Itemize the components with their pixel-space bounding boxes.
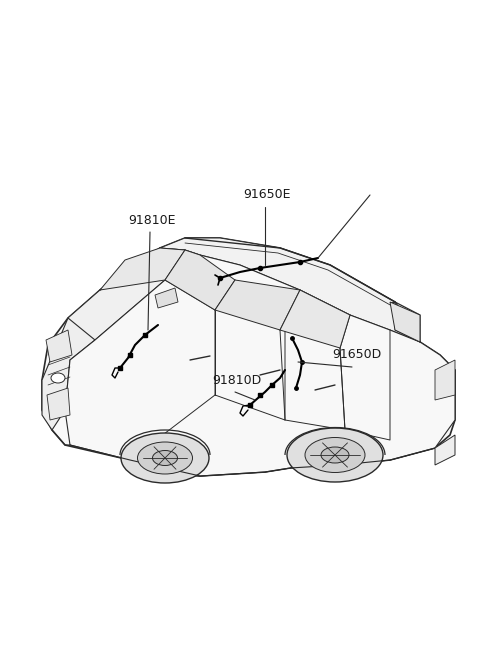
Polygon shape — [435, 360, 455, 400]
Polygon shape — [46, 330, 72, 362]
Polygon shape — [215, 280, 300, 330]
Ellipse shape — [137, 442, 192, 474]
Polygon shape — [165, 250, 235, 310]
Polygon shape — [47, 388, 70, 420]
Ellipse shape — [121, 433, 209, 483]
Text: 91650D: 91650D — [332, 348, 381, 362]
Polygon shape — [160, 238, 420, 342]
Ellipse shape — [321, 447, 349, 463]
Ellipse shape — [153, 451, 178, 466]
Ellipse shape — [51, 373, 65, 383]
Polygon shape — [42, 318, 95, 430]
Polygon shape — [280, 290, 350, 348]
Polygon shape — [100, 248, 185, 290]
Polygon shape — [155, 288, 178, 308]
Text: 91810E: 91810E — [128, 214, 176, 227]
Polygon shape — [435, 435, 455, 465]
Polygon shape — [65, 255, 455, 476]
Text: 91810D: 91810D — [212, 373, 261, 386]
Polygon shape — [68, 248, 200, 360]
Polygon shape — [390, 302, 420, 342]
Ellipse shape — [287, 428, 383, 482]
Text: 91650E: 91650E — [243, 189, 290, 202]
Ellipse shape — [305, 438, 365, 472]
Polygon shape — [42, 238, 455, 476]
